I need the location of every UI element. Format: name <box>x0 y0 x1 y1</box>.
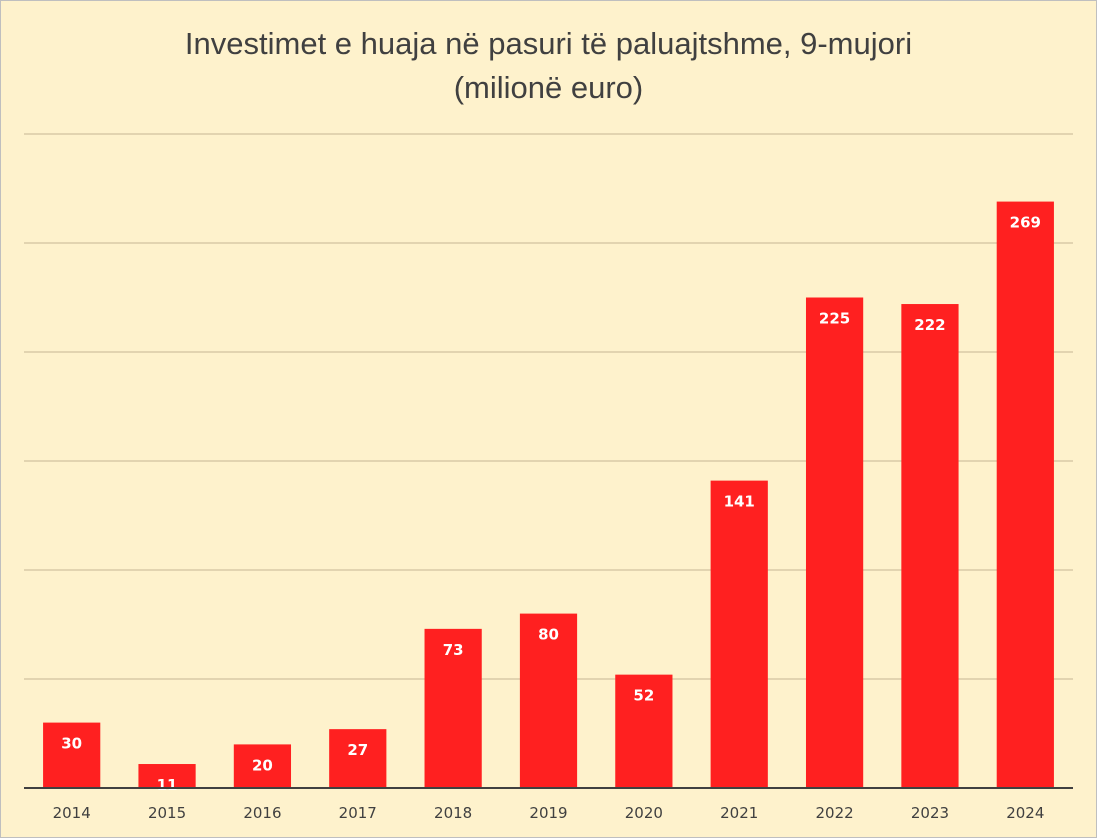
bar <box>519 613 578 788</box>
x-tick-label: 2021 <box>720 804 758 822</box>
bar <box>138 764 196 788</box>
data-label: 73 <box>443 641 464 659</box>
x-tick-label: 2020 <box>625 804 663 822</box>
chart-title-line-1: Investimet e huaja në pasuri të paluajts… <box>184 26 913 61</box>
chart-title-line-2: (milionë euro) <box>453 70 644 105</box>
bars: 30 11 20 27 73 80 52 141 225 222 269 <box>43 201 1054 794</box>
data-label: 141 <box>724 493 755 511</box>
x-tick-label: 2023 <box>911 804 949 822</box>
bar <box>996 201 1054 788</box>
bar <box>424 628 482 788</box>
x-tick-label: 2016 <box>243 804 281 822</box>
data-label: 52 <box>633 687 654 705</box>
data-label: 27 <box>347 741 368 759</box>
bar <box>615 674 673 788</box>
data-label: 269 <box>1010 214 1041 232</box>
bar <box>805 297 864 788</box>
bar <box>901 304 959 788</box>
x-tick-label: 2014 <box>53 804 91 822</box>
data-label: 222 <box>914 316 945 334</box>
data-label: 225 <box>819 310 850 328</box>
data-label: 30 <box>61 735 82 753</box>
x-tick-label: 2018 <box>434 804 472 822</box>
x-tick-label: 2019 <box>529 804 567 822</box>
x-tick-label: 2024 <box>1006 804 1044 822</box>
bar <box>710 480 768 788</box>
bar <box>43 722 101 788</box>
chart-title: Investimet e huaja në pasuri të paluajts… <box>0 22 1097 110</box>
x-tick-label: 2022 <box>815 804 853 822</box>
data-label: 20 <box>252 756 273 774</box>
bar <box>329 729 387 788</box>
x-tick-label: 2017 <box>339 804 377 822</box>
x-axis: 2014 2015 2016 2017 2018 2019 2020 2021 2022 2023… <box>24 787 1073 822</box>
data-label: 11 <box>157 776 178 794</box>
gridlines <box>24 133 1073 680</box>
data-label: 80 <box>538 626 559 644</box>
x-tick-label: 2015 <box>148 804 186 822</box>
bar <box>233 744 292 788</box>
